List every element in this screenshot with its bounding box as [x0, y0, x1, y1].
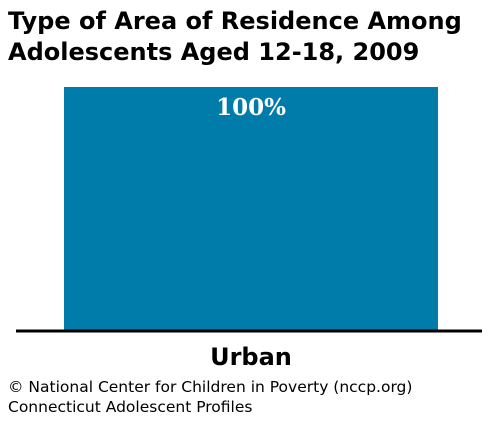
chart-title-line-2: Adolescents Aged 12-18, 2009 [8, 38, 420, 66]
bar-group: 100% [64, 87, 438, 331]
copyright-text: © National Center for Children in Povert… [8, 378, 413, 396]
chart-title: Type of Area of Residence Among Adolesce… [8, 6, 492, 68]
x-tick-label-urban: Urban [210, 343, 292, 371]
bar-urban [64, 87, 438, 331]
x-tick-label-group: Urban [210, 343, 292, 371]
chart-title-line-1: Type of Area of Residence Among [8, 7, 462, 35]
data-label-urban: 100% [216, 94, 286, 121]
profile-name-text: Connecticut Adolescent Profiles [8, 398, 253, 416]
source-footer: © National Center for Children in Povert… [8, 377, 412, 417]
